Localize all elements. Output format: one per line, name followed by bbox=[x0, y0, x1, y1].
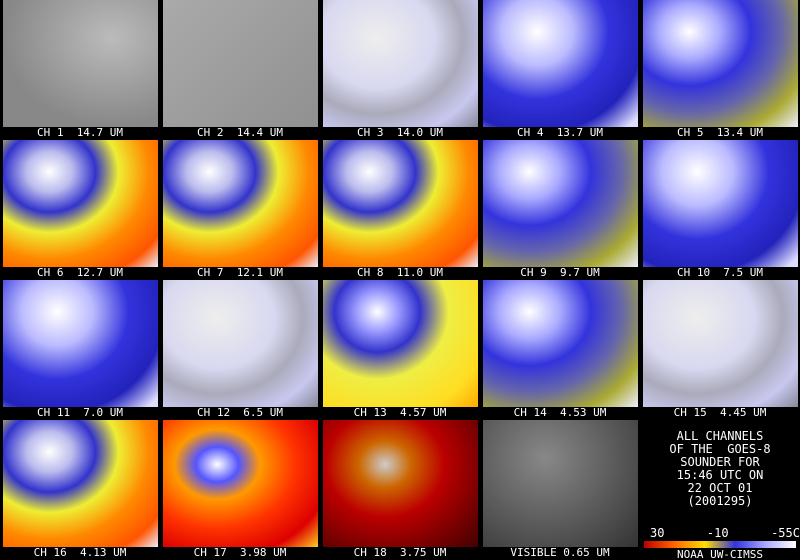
channel-label: CH 12 6.5 UM bbox=[196, 406, 284, 419]
channel-label: CH 11 7.0 UM bbox=[36, 406, 124, 419]
satellite-image bbox=[323, 0, 478, 127]
channel-label: CH 17 3.98 UM bbox=[193, 546, 287, 559]
channel-panel: CH 14 4.53 UM bbox=[480, 280, 640, 420]
channel-panel: CH 1 14.7 UM bbox=[0, 0, 160, 140]
satellite-image bbox=[643, 0, 798, 127]
satellite-image bbox=[163, 140, 318, 267]
satellite-image bbox=[3, 280, 158, 407]
channel-panel: CH 5 13.4 UM bbox=[640, 0, 800, 140]
satellite-image bbox=[483, 420, 638, 547]
satellite-image bbox=[643, 140, 798, 267]
satellite-image bbox=[323, 140, 478, 267]
channel-panel: CH 13 4.57 UM bbox=[320, 280, 480, 420]
channel-label: CH 18 3.75 UM bbox=[353, 546, 447, 559]
scale-label: -10 bbox=[706, 526, 729, 540]
satellite-image bbox=[3, 420, 158, 547]
channel-label: CH 8 11.0 UM bbox=[356, 266, 444, 279]
info-line: OF THE GOES-8 bbox=[669, 442, 771, 456]
channel-label: CH 5 13.4 UM bbox=[676, 126, 764, 139]
satellite-image bbox=[3, 140, 158, 267]
channel-label: CH 2 14.4 UM bbox=[196, 126, 284, 139]
channel-label: CH 6 12.7 UM bbox=[36, 266, 124, 279]
satellite-image bbox=[483, 280, 638, 407]
satellite-image bbox=[163, 280, 318, 407]
satellite-image bbox=[163, 0, 318, 127]
channel-label: CH 14 4.53 UM bbox=[513, 406, 607, 419]
channel-panel: CH 12 6.5 UM bbox=[160, 280, 320, 420]
channel-panel: CH 15 4.45 UM bbox=[640, 280, 800, 420]
channel-label: CH 10 7.5 UM bbox=[676, 266, 764, 279]
info-line: (2001295) bbox=[687, 494, 753, 508]
info-line: 15:46 UTC ON bbox=[676, 468, 764, 482]
satellite-image bbox=[323, 280, 478, 407]
satellite-image bbox=[643, 280, 798, 407]
channel-panel: CH 2 14.4 UM bbox=[160, 0, 320, 140]
satellite-image bbox=[3, 0, 158, 127]
satellite-image bbox=[163, 420, 318, 547]
channel-panel: CH 6 12.7 UM bbox=[0, 140, 160, 280]
channel-panel: CH 4 13.7 UM bbox=[480, 0, 640, 140]
channel-panel: CH 3 14.0 UM bbox=[320, 0, 480, 140]
info-line: SOUNDER FOR bbox=[680, 455, 760, 469]
channel-label: CH 1 14.7 UM bbox=[36, 126, 124, 139]
channel-panel: CH 10 7.5 UM bbox=[640, 140, 800, 280]
satellite-image bbox=[483, 140, 638, 267]
channel-panel: CH 18 3.75 UM bbox=[320, 420, 480, 560]
channel-label: CH 7 12.1 UM bbox=[196, 266, 284, 279]
satellite-image bbox=[323, 420, 478, 547]
channel-label: CH 16 4.13 UM bbox=[33, 546, 127, 559]
info-panel: ALL CHANNELS OF THE GOES-8 SOUNDER FOR 15:4… bbox=[640, 420, 800, 560]
channel-panel: CH 16 4.13 UM bbox=[0, 420, 160, 560]
channel-panel: CH 9 9.7 UM bbox=[480, 140, 640, 280]
scale-label: 30 bbox=[650, 526, 665, 540]
color-scale bbox=[644, 541, 796, 548]
channel-panel: CH 11 7.0 UM bbox=[0, 280, 160, 420]
satellite-image bbox=[483, 0, 638, 127]
channel-label: CH 9 9.7 UM bbox=[520, 266, 600, 279]
channel-label: VISIBLE 0.65 UM bbox=[510, 546, 610, 559]
credit: NOAA UW-CIMSS bbox=[676, 548, 764, 560]
channel-panel: VISIBLE 0.65 UM bbox=[480, 420, 640, 560]
scale-label: -55C bbox=[771, 526, 800, 540]
channel-panel: CH 7 12.1 UM bbox=[160, 140, 320, 280]
channel-label: CH 4 13.7 UM bbox=[516, 126, 604, 139]
channel-panel: CH 17 3.98 UM bbox=[160, 420, 320, 560]
channel-panel: CH 8 11.0 UM bbox=[320, 140, 480, 280]
info-line: 22 OCT 01 bbox=[687, 481, 753, 495]
channel-label: CH 15 4.45 UM bbox=[673, 406, 767, 419]
info-line: ALL CHANNELS bbox=[676, 429, 764, 443]
channel-label: CH 3 14.0 UM bbox=[356, 126, 444, 139]
channel-label: CH 13 4.57 UM bbox=[353, 406, 447, 419]
